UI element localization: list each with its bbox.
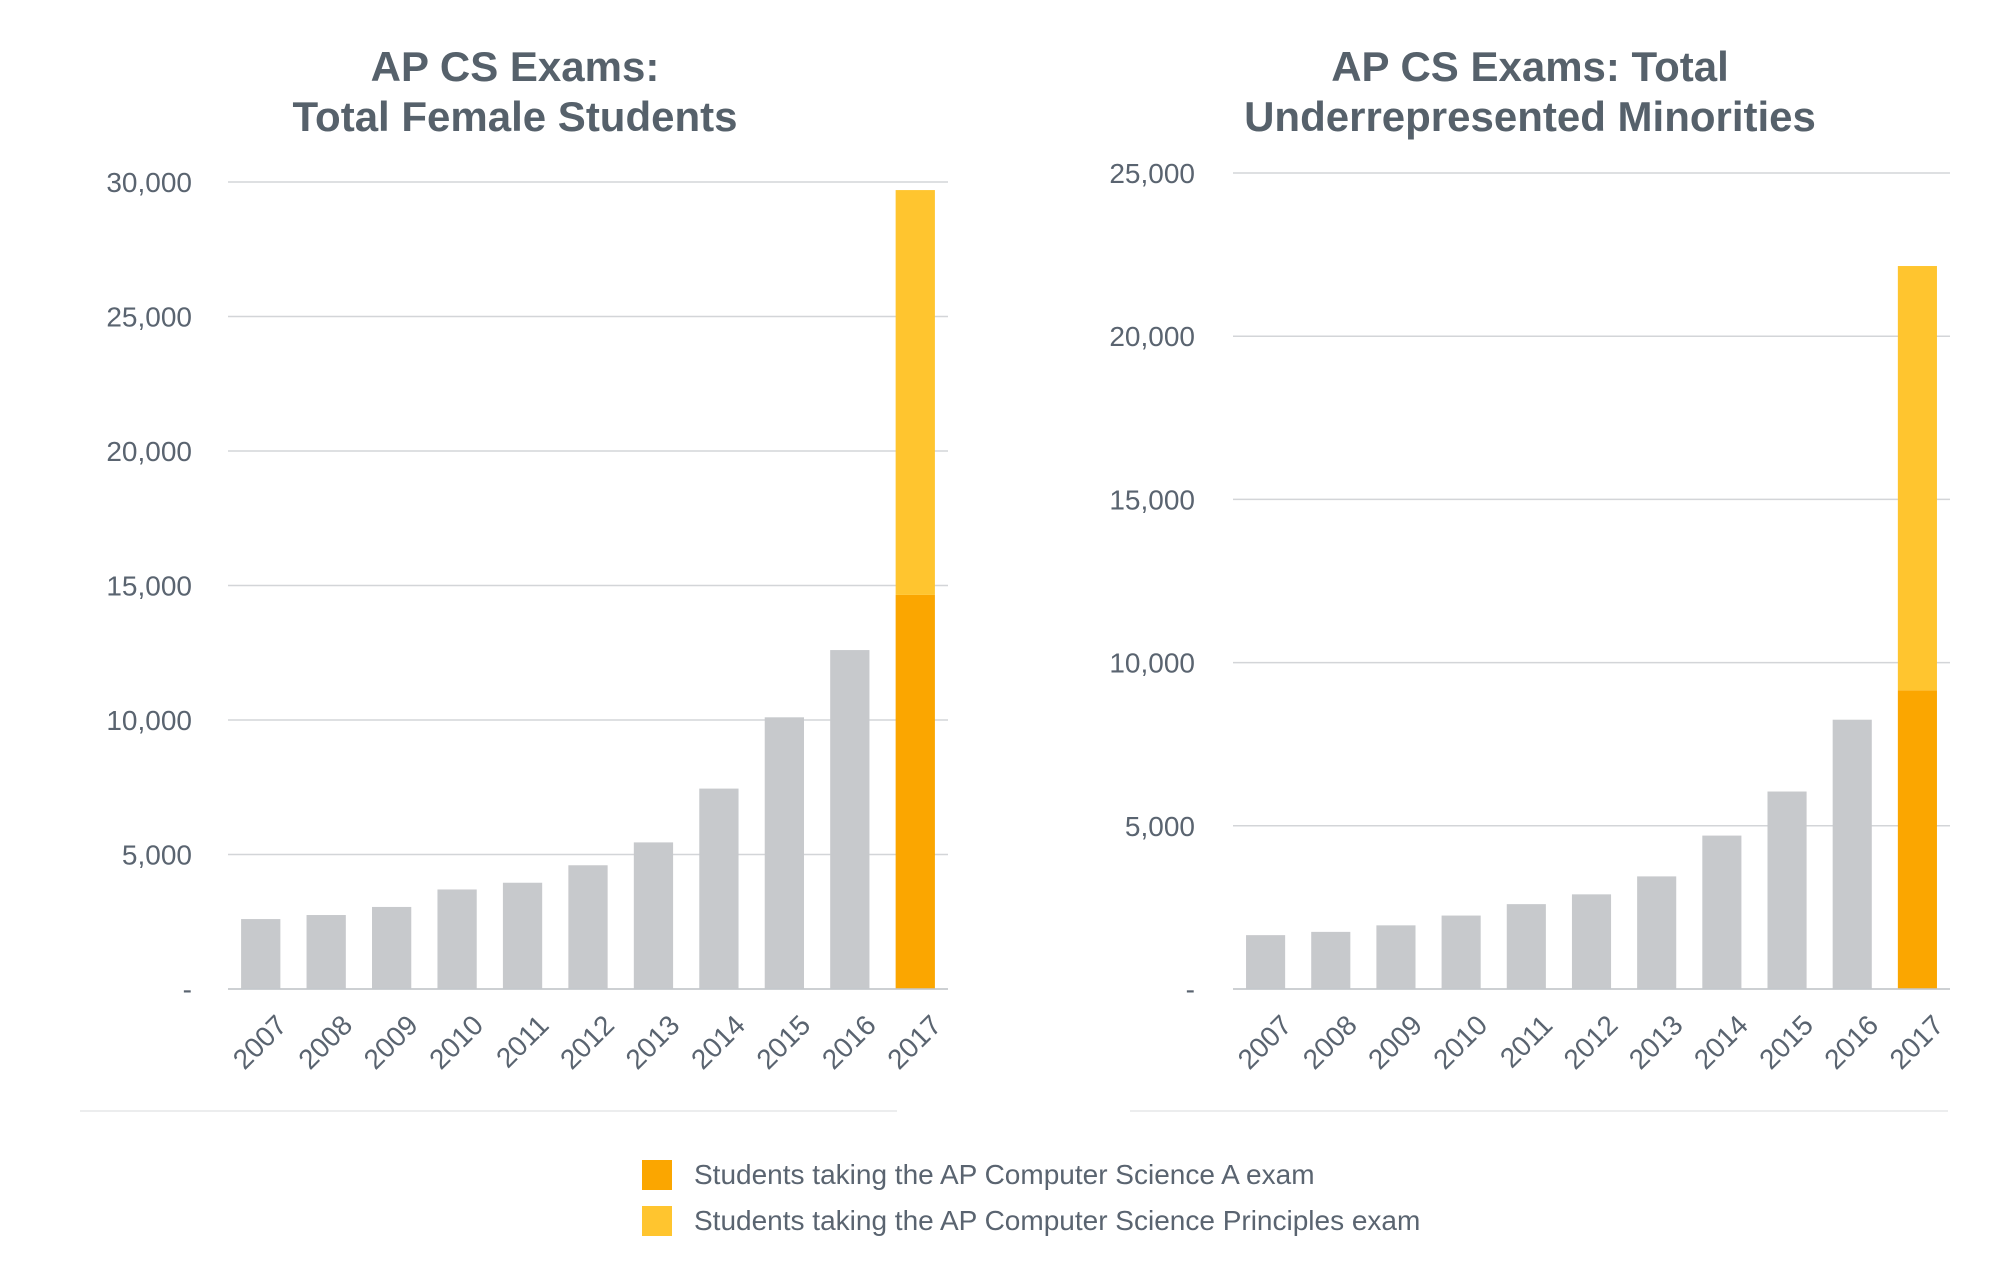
right-bar-2007 xyxy=(1246,935,1286,989)
left-bar-2014 xyxy=(699,788,739,989)
left-x-tick-label: 2009 xyxy=(358,1009,424,1075)
right-bar-2017-csa xyxy=(1897,690,1937,989)
left-x-tick-label: 2017 xyxy=(881,1009,947,1075)
right-bar-2017-csp xyxy=(1897,266,1937,691)
right-bar-2008 xyxy=(1311,931,1351,989)
right-y-tick-label: 5,000 xyxy=(1125,811,1195,842)
left-x-tick-label: 2010 xyxy=(423,1009,489,1075)
right-x-tick-label: 2008 xyxy=(1297,1009,1363,1075)
legend-label-csa: Students taking the AP Computer Science … xyxy=(694,1159,1315,1190)
right-x-tick-label: 2011 xyxy=(1494,1009,1559,1074)
legend: Students taking the AP Computer Science … xyxy=(642,1152,1420,1244)
right-x-tick-label: 2013 xyxy=(1623,1009,1689,1075)
left-bar-2009 xyxy=(372,906,412,989)
left-x-tick-label: 2014 xyxy=(685,1009,751,1075)
left-bar-2015 xyxy=(764,717,804,989)
left-chart-title: AP CS Exams: Total Female Students xyxy=(130,42,900,142)
right-x-tick-label: 2012 xyxy=(1558,1009,1624,1075)
right-x-tick-label: 2009 xyxy=(1362,1009,1428,1075)
right-x-tick-label: 2014 xyxy=(1688,1009,1754,1075)
right-y-tick-label: - xyxy=(1186,974,1195,1005)
legend-swatch-csa xyxy=(642,1160,672,1190)
left-bar-2017-csa xyxy=(895,594,935,989)
right-bar-2010 xyxy=(1441,915,1481,989)
left-bar-2010 xyxy=(437,889,477,989)
left-y-tick-label: 30,000 xyxy=(106,167,192,198)
left-y-tick-label: 10,000 xyxy=(106,705,192,736)
right-bar-2015 xyxy=(1767,791,1807,989)
legend-label-csp: Students taking the AP Computer Science … xyxy=(694,1205,1421,1236)
left-y-tick-label: 5,000 xyxy=(122,840,192,871)
right-x-tick-label: 2010 xyxy=(1427,1009,1493,1075)
right-bar-2011 xyxy=(1506,904,1546,989)
right-bar-2013 xyxy=(1637,876,1677,989)
left-chart-title-line-1: AP CS Exams: xyxy=(370,43,660,90)
left-bar-2017-csp xyxy=(895,190,935,595)
right-chart-title: AP CS Exams: Total Underrepresented Mino… xyxy=(1080,42,1980,142)
right-y-tick-label: 25,000 xyxy=(1109,158,1195,189)
left-y-tick-label: 25,000 xyxy=(106,302,192,333)
left-x-tick-label: 2012 xyxy=(554,1009,620,1075)
left-y-tick-label: 15,000 xyxy=(106,571,192,602)
right-chart-title-line-2: Underrepresented Minorities xyxy=(1244,93,1816,140)
left-bar-2007 xyxy=(241,919,281,989)
left-bar-2016 xyxy=(830,650,870,989)
right-x-tick-label: 2015 xyxy=(1753,1009,1819,1075)
legend-item-csa: Students taking the AP Computer Science … xyxy=(642,1152,1420,1198)
left-x-tick-label: 2011 xyxy=(490,1009,555,1074)
left-y-tick-label: - xyxy=(183,974,192,1005)
left-bar-2011 xyxy=(502,882,543,989)
left-x-tick-label: 2008 xyxy=(292,1009,358,1075)
legend-item-csp: Students taking the AP Computer Science … xyxy=(642,1198,1420,1244)
left-x-tick-label: 2013 xyxy=(620,1009,686,1075)
left-x-tick-label: 2015 xyxy=(750,1009,816,1075)
left-bar-2013 xyxy=(633,842,674,989)
right-bar-2012 xyxy=(1571,894,1612,989)
right-x-tick-label: 2016 xyxy=(1818,1009,1884,1075)
right-x-tick-label: 2007 xyxy=(1232,1009,1298,1075)
right-y-tick-label: 10,000 xyxy=(1109,648,1195,679)
left-bar-2012 xyxy=(568,865,608,989)
right-bar-2014 xyxy=(1702,835,1742,989)
right-y-tick-label: 15,000 xyxy=(1109,484,1195,515)
right-x-tick-label: 2017 xyxy=(1884,1009,1950,1075)
left-bar-2008 xyxy=(306,915,346,989)
left-chart-title-line-2: Total Female Students xyxy=(292,93,738,140)
right-bar-2009 xyxy=(1376,925,1416,989)
legend-swatch-csp xyxy=(642,1206,672,1236)
left-y-tick-label: 20,000 xyxy=(106,436,192,467)
left-x-tick-label: 2007 xyxy=(227,1009,293,1075)
right-y-tick-label: 20,000 xyxy=(1109,321,1195,352)
right-bar-2016 xyxy=(1832,719,1872,989)
right-chart-title-line-1: AP CS Exams: Total xyxy=(1331,43,1729,90)
left-x-tick-label: 2016 xyxy=(816,1009,882,1075)
